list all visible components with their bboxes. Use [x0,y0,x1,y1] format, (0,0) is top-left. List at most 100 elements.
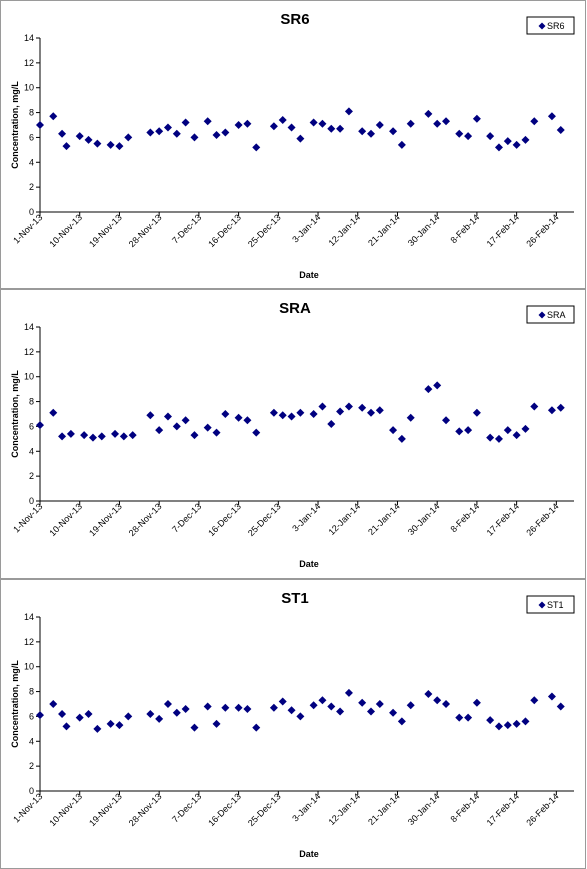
x-tick-label: 16-Dec-13 [206,501,243,538]
y-tick-label: 4 [29,157,34,167]
x-tick-label: 12-Jan-14 [326,212,362,248]
data-point [336,707,345,716]
y-tick-label: 8 [29,687,34,697]
data-point [62,142,71,151]
data-point [521,717,530,726]
data-point [358,698,367,707]
data-point [327,702,336,711]
legend-label: ST1 [547,600,564,610]
data-point [366,408,375,417]
data-point [530,117,539,126]
data-point [80,431,89,440]
data-point [442,117,451,126]
data-point [203,702,212,711]
data-point [556,702,565,711]
legend-box [526,305,575,324]
data-point [106,719,115,728]
y-tick-label: 10 [24,372,34,382]
x-tick-label: 7-Dec-13 [170,501,203,534]
data-point [358,127,367,136]
data-point [190,431,199,440]
y-tick-label: 8 [29,397,34,407]
data-point [406,413,415,422]
legend-marker [538,22,546,30]
data-point [344,688,353,697]
data-point [163,123,172,132]
x-tick-label: 26-Feb-14 [524,501,560,537]
data-point [494,722,503,731]
data-point [243,704,252,713]
x-tick-label: 30-Jan-14 [406,791,442,827]
chart-panel-sr6: SR6 0 2 4 6 8 10 12 14 1-Nov-13 10-Nov-13 19-Nov-13… [0,0,586,289]
y-tick-label: 8 [29,108,34,118]
x-tick-label: 25-Dec-13 [246,501,283,538]
data-point [433,119,442,128]
data-point [375,406,384,415]
chart-panel-st1: ST1 0 2 4 6 8 10 12 14 1-Nov-13 10-Nov-13 19-Nov-13… [0,579,586,869]
data-point [243,119,252,128]
x-tick-label: 17-Feb-14 [485,212,521,248]
chart-panel-sra: SRA 0 2 4 6 8 10 12 14 1-Nov-13 10-Nov-13 19-Nov-13… [0,289,586,579]
data-point [111,429,120,438]
legend: SR6 [526,16,575,35]
x-tick-label: 28-Nov-13 [127,791,164,828]
data-point [547,406,556,415]
data-point [155,426,164,435]
data-point [494,434,503,443]
legend-box [526,16,575,35]
data-point [155,127,164,136]
data-point [556,125,565,134]
data-point [287,123,296,132]
x-tick-label: 3-Jan-14 [290,791,322,823]
data-point [521,424,530,433]
data-point [278,697,287,706]
y-tick-label: 2 [29,182,34,192]
data-point [84,709,93,718]
x-tick-label: 19-Nov-13 [87,791,124,828]
data-point [424,385,433,394]
x-axis-label: Date [299,270,319,280]
data-points-sra [36,381,565,443]
y-tick-label: 12 [24,58,34,68]
y-tick-label: 12 [24,347,34,357]
data-point [181,416,190,425]
data-point [62,722,71,731]
data-point [486,433,495,442]
data-point [464,132,473,141]
y-tick-label: 2 [29,471,34,481]
data-point [97,432,106,441]
x-tick-label: 7-Dec-13 [170,791,203,824]
y-tick-label: 4 [29,446,34,456]
data-point [252,428,261,437]
x-tick-label: 12-Jan-14 [326,791,362,827]
data-point [512,140,521,149]
y-tick-label: 0 [29,207,34,217]
data-point [269,408,278,417]
data-point [472,114,481,123]
data-point [327,124,336,133]
data-point [433,381,442,390]
y-tick-label: 10 [24,662,34,672]
data-point [397,140,406,149]
data-point [212,719,221,728]
data-point [58,709,67,718]
data-point [486,132,495,141]
y-axis-label: Concentration, mg/L [10,81,20,169]
x-tick-label: 10-Nov-13 [47,501,84,538]
data-point [36,121,44,129]
chart-svg-sra: SRA 0 2 4 6 8 10 12 14 1-Nov-13 10-Nov-13 19-Nov-13… [10,300,575,569]
data-point [366,707,375,716]
data-point [397,717,406,726]
x-tick-label: 30-Jan-14 [406,501,442,537]
data-point [336,407,345,416]
x-tick-label: 17-Feb-14 [485,501,521,537]
data-point [344,402,353,411]
y-axis-label: Concentration, mg/L [10,660,20,748]
data-point [512,431,521,440]
data-point [124,712,133,721]
y-tick-label: 6 [29,132,34,142]
y-axis-label: Concentration, mg/L [10,370,20,458]
data-point [296,712,305,721]
data-point [181,704,190,713]
